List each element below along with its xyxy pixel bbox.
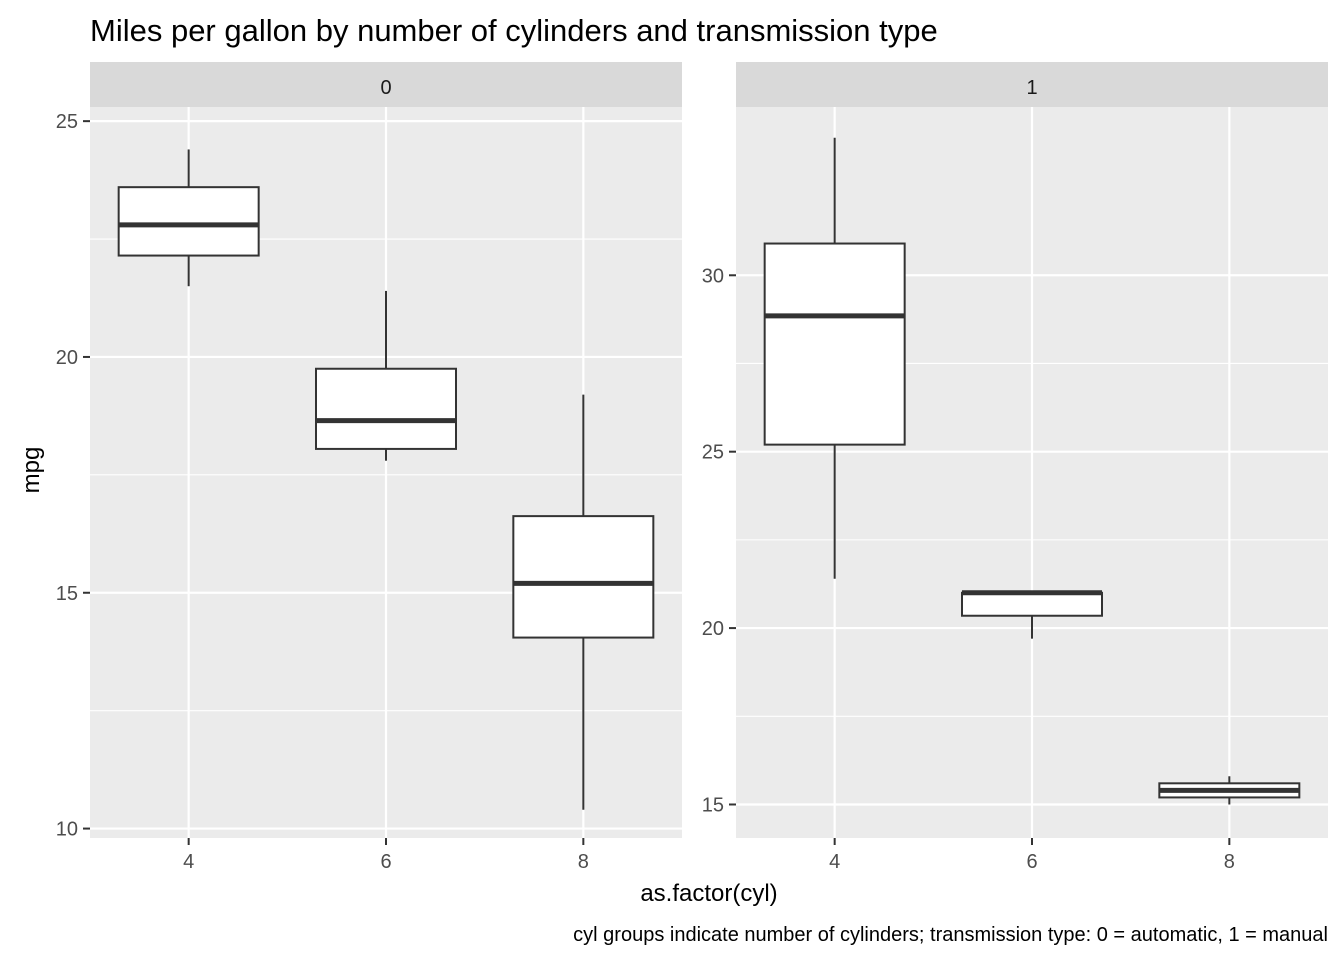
y-tick-label: 15 bbox=[702, 794, 724, 816]
iqr-box bbox=[763, 242, 906, 446]
iqr-box bbox=[961, 591, 1103, 617]
facet-strip-label: 0 bbox=[380, 77, 391, 99]
y-tick-label: 10 bbox=[56, 819, 78, 841]
box-1-cyl-4 bbox=[763, 137, 906, 579]
x-tick-label: 8 bbox=[1224, 851, 1235, 873]
box-1-cyl-6 bbox=[961, 590, 1103, 639]
box-0-cyl-8 bbox=[512, 394, 655, 810]
y-tick-label: 25 bbox=[702, 442, 724, 464]
facet-strip-label: 1 bbox=[1026, 77, 1037, 99]
y-tick-label: 20 bbox=[702, 618, 724, 640]
facet-panel-0: 10 15 20 25 4 6 8 0 bbox=[56, 62, 682, 873]
box-1-cyl-8 bbox=[1158, 776, 1301, 805]
x-tick-label: 4 bbox=[183, 851, 194, 873]
x-tick-label: 6 bbox=[380, 851, 391, 873]
facet-panels: 10 15 20 25 4 6 8 0 15 20 25 30 4 6 8 1 bbox=[56, 62, 1328, 873]
x-tick-label: 4 bbox=[829, 851, 840, 873]
y-tick-label: 15 bbox=[56, 583, 78, 605]
y-tick-label: 30 bbox=[702, 265, 724, 287]
iqr-box bbox=[117, 186, 260, 257]
y-axis-title: mpg bbox=[18, 447, 45, 494]
facet-panel-1: 15 20 25 30 4 6 8 1 bbox=[702, 62, 1328, 873]
x-axis-title: as.factor(cyl) bbox=[640, 880, 777, 907]
box-0-cyl-6 bbox=[315, 290, 457, 461]
chart-caption: cyl groups indicate number of cylinders;… bbox=[573, 924, 1328, 946]
chart-title: Miles per gallon by number of cylinders … bbox=[90, 13, 938, 48]
facet-strip bbox=[90, 62, 682, 107]
box-0-cyl-4 bbox=[117, 149, 260, 287]
iqr-box bbox=[315, 367, 457, 450]
y-tick-label: 25 bbox=[56, 111, 78, 133]
x-tick-label: 8 bbox=[578, 851, 589, 873]
y-tick-label: 20 bbox=[56, 347, 78, 369]
iqr-box bbox=[512, 515, 655, 639]
x-tick-label: 6 bbox=[1026, 851, 1037, 873]
facet-strip bbox=[736, 62, 1328, 107]
